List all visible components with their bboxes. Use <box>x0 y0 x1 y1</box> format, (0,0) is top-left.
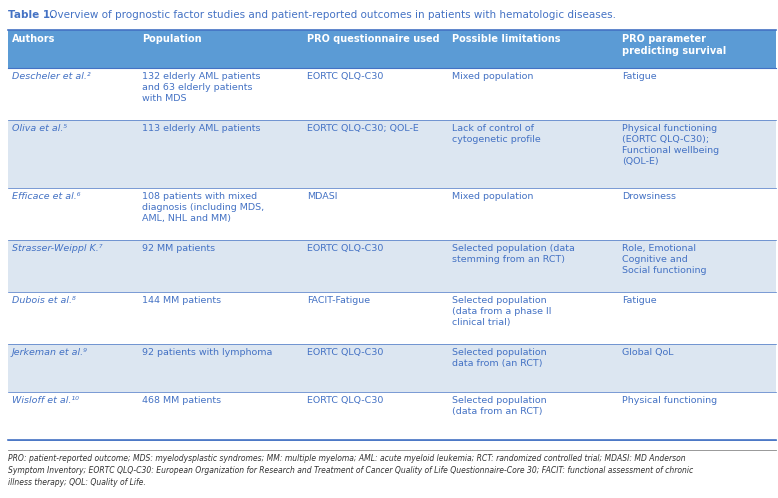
Text: Mixed population: Mixed population <box>452 192 534 201</box>
Text: EORTC QLQ-C30: EORTC QLQ-C30 <box>307 72 384 81</box>
Bar <box>8 392 776 440</box>
Text: Strasser-Weippl K.⁷: Strasser-Weippl K.⁷ <box>12 244 103 253</box>
Text: EORTC QLQ-C30: EORTC QLQ-C30 <box>307 244 384 253</box>
Bar <box>8 344 776 392</box>
Text: Selected population
data from (an RCT): Selected population data from (an RCT) <box>452 348 547 368</box>
Text: 468 MM patients: 468 MM patients <box>142 396 221 405</box>
Text: 144 MM patients: 144 MM patients <box>142 296 221 305</box>
Text: 92 patients with lymphoma: 92 patients with lymphoma <box>142 348 272 357</box>
Text: Physical functioning
(EORTC QLQ-C30);
Functional wellbeing
(QOL-E): Physical functioning (EORTC QLQ-C30); Fu… <box>622 124 719 166</box>
Bar <box>8 30 138 68</box>
Text: Physical functioning: Physical functioning <box>622 396 717 405</box>
Text: Role, Emotional
Cognitive and
Social functioning: Role, Emotional Cognitive and Social fun… <box>622 244 706 275</box>
Text: Dubois et al.⁸: Dubois et al.⁸ <box>12 296 75 305</box>
Bar <box>138 30 303 68</box>
Text: Lack of control of
cytogenetic profile: Lack of control of cytogenetic profile <box>452 124 541 144</box>
Text: EORTC QLQ-C30: EORTC QLQ-C30 <box>307 396 384 405</box>
Text: Possible limitations: Possible limitations <box>452 34 560 44</box>
Text: 92 MM patients: 92 MM patients <box>142 244 216 253</box>
Bar <box>8 188 776 240</box>
Text: Global QoL: Global QoL <box>622 348 674 357</box>
Bar <box>8 240 776 292</box>
Text: Drowsiness: Drowsiness <box>622 192 676 201</box>
Text: Selected population
(data from an RCT): Selected population (data from an RCT) <box>452 396 547 416</box>
Text: 108 patients with mixed
diagnosis (including MDS,
AML, NHL and MM): 108 patients with mixed diagnosis (inclu… <box>142 192 264 223</box>
Text: EORTC QLQ-C30: EORTC QLQ-C30 <box>307 348 384 357</box>
Bar <box>448 30 618 68</box>
Text: EORTC QLQ-C30; QOL-E: EORTC QLQ-C30; QOL-E <box>307 124 419 133</box>
Bar <box>618 30 776 68</box>
Bar <box>8 120 776 188</box>
Text: PRO: patient-reported outcome; MDS: myelodysplastic syndromes; MM: multiple myel: PRO: patient-reported outcome; MDS: myel… <box>8 454 693 487</box>
Text: Selected population
(data from a phase II
clinical trial): Selected population (data from a phase I… <box>452 296 552 327</box>
Text: Population: Population <box>142 34 202 44</box>
Text: 132 elderly AML patients
and 63 elderly patients
with MDS: 132 elderly AML patients and 63 elderly … <box>142 72 261 103</box>
Text: Descheler et al.²: Descheler et al.² <box>12 72 90 81</box>
Text: Fatigue: Fatigue <box>622 72 657 81</box>
Text: 113 elderly AML patients: 113 elderly AML patients <box>142 124 261 133</box>
Text: PRO questionnaire used: PRO questionnaire used <box>307 34 440 44</box>
Text: Selected population (data
stemming from an RCT): Selected population (data stemming from … <box>452 244 575 264</box>
Text: PRO parameter
predicting survival: PRO parameter predicting survival <box>622 34 726 56</box>
Text: Efficace et al.⁶: Efficace et al.⁶ <box>12 192 80 201</box>
Text: Jerkeman et al.⁹: Jerkeman et al.⁹ <box>12 348 88 357</box>
Text: MDASI: MDASI <box>307 192 338 201</box>
Text: Overview of prognostic factor studies and patient-reported outcomes in patients : Overview of prognostic factor studies an… <box>46 10 616 20</box>
Text: FACIT-Fatigue: FACIT-Fatigue <box>307 296 370 305</box>
Text: Fatigue: Fatigue <box>622 296 657 305</box>
Text: Oliva et al.⁵: Oliva et al.⁵ <box>12 124 67 133</box>
Bar <box>8 68 776 120</box>
Text: Mixed population: Mixed population <box>452 72 534 81</box>
Text: Wisloff et al.¹⁰: Wisloff et al.¹⁰ <box>12 396 79 405</box>
Bar <box>303 30 448 68</box>
Text: Table 1.: Table 1. <box>8 10 54 20</box>
Text: Authors: Authors <box>12 34 55 44</box>
Bar <box>8 292 776 344</box>
